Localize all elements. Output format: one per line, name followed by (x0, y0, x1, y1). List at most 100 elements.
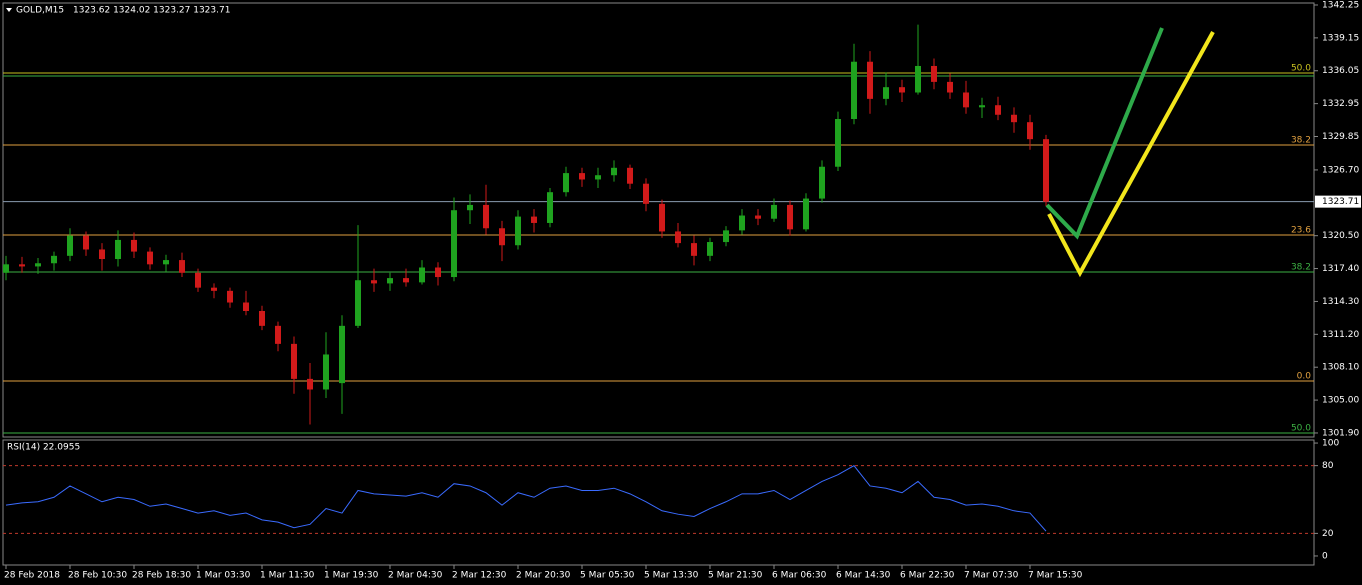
candle-body (323, 354, 329, 390)
candle-body (515, 216, 521, 246)
candle-body (195, 272, 201, 288)
candle-body (19, 264, 25, 267)
candle-body (595, 175, 601, 180)
yellow-arrow (1047, 31, 1215, 278)
candle-body (371, 280, 377, 284)
candle-body (931, 65, 937, 82)
candle-body (1043, 139, 1049, 202)
candle-body (995, 105, 1001, 115)
fib-label: 38.2 (1291, 262, 1311, 272)
x-tick-label: 6 Mar 22:30 (900, 571, 955, 581)
y-tick-label: 1308.10 (1322, 363, 1359, 373)
fib-label: 50.0 (1291, 63, 1311, 73)
y-tick-label: 1329.85 (1322, 132, 1359, 142)
candle-body (803, 198, 809, 230)
y-tick-label: 1305.00 (1322, 396, 1359, 406)
candle-body (307, 378, 313, 390)
candle-body (547, 192, 553, 223)
fib-label: 23.6 (1291, 226, 1311, 236)
x-tick-label: 7 Mar 15:30 (1028, 571, 1083, 581)
candle-body (483, 204, 489, 229)
menu-arrow (6, 8, 12, 12)
candle-body (659, 203, 665, 232)
x-tick-label: 5 Mar 05:30 (580, 571, 635, 581)
y-tick-label: 1326.70 (1322, 165, 1359, 175)
rsi-title: RSI(14) 22.0955 (7, 443, 80, 453)
candle-body (275, 325, 281, 344)
candle-body (723, 230, 729, 243)
candle-body (387, 278, 393, 284)
candle-body (851, 61, 857, 120)
x-tick-label: 2 Mar 20:30 (516, 571, 571, 581)
candle-body (179, 260, 185, 273)
candle-body (819, 166, 825, 199)
candle-body (227, 290, 233, 303)
x-tick-label: 1 Mar 03:30 (196, 571, 251, 581)
candle-body (947, 81, 953, 93)
candle-body (403, 278, 409, 283)
x-tick-label: 28 Feb 18:30 (132, 571, 191, 581)
y-tick-label: 1301.90 (1322, 428, 1359, 438)
candle-body (499, 228, 505, 246)
candle-body (707, 242, 713, 256)
candle-body (563, 173, 569, 193)
y-tick-label: 20 (1322, 529, 1334, 539)
candle-body (83, 235, 89, 250)
candle-body (691, 243, 697, 256)
candle-body (67, 235, 73, 256)
candle-body (915, 65, 921, 93)
x-tick-label: 2 Mar 04:30 (388, 571, 443, 581)
candle-body (3, 264, 9, 273)
x-tick-label: 2 Mar 12:30 (452, 571, 507, 581)
fib-label: 0.0 (1297, 371, 1312, 381)
x-tick-label: 6 Mar 14:30 (836, 571, 891, 581)
candle-body (147, 251, 153, 265)
y-tick-label: 1314.30 (1322, 297, 1359, 307)
candle-body (675, 231, 681, 244)
candle-body (579, 173, 585, 180)
y-tick-label: 1342.25 (1322, 0, 1359, 10)
candle-body (643, 183, 649, 204)
candle-body (355, 280, 361, 326)
candle-body (835, 119, 841, 167)
candle-body (419, 267, 425, 283)
x-tick-label: 28 Feb 10:30 (68, 571, 127, 581)
y-tick-label: 0 (1322, 551, 1328, 561)
current-price-label: 1323.71 (1322, 197, 1359, 207)
candle-body (531, 216, 537, 223)
candle-body (979, 105, 985, 108)
ohlc: 1323.62 1324.02 1323.27 1323.71 (73, 6, 230, 16)
candle-body (163, 260, 169, 265)
candle-body (867, 61, 873, 99)
candle-body (739, 215, 745, 231)
candle-body (899, 87, 905, 93)
y-tick-label: 1339.15 (1322, 33, 1359, 43)
y-tick-label: 1320.50 (1322, 231, 1359, 241)
candle-body (611, 167, 617, 176)
candle-body (787, 204, 793, 230)
candle-body (963, 92, 969, 108)
candle-body (435, 267, 441, 278)
y-tick-label: 100 (1322, 439, 1339, 449)
candle-body (883, 87, 889, 99)
x-tick-label: 5 Mar 13:30 (644, 571, 699, 581)
candle-body (467, 204, 473, 211)
candle-body (99, 249, 105, 260)
candle-body (339, 325, 345, 384)
candle-body (291, 343, 297, 379)
y-tick-label: 1336.05 (1322, 66, 1359, 76)
y-tick-label: 1317.40 (1322, 264, 1359, 274)
x-tick-label: 7 Mar 07:30 (964, 571, 1019, 581)
price-frame (2, 2, 1315, 438)
candle-body (771, 204, 777, 219)
candle-body (627, 167, 633, 184)
rsi-frame (2, 439, 1315, 566)
y-tick-label: 80 (1322, 461, 1334, 471)
current-price-box (1315, 195, 1361, 208)
candle-body (755, 215, 761, 219)
x-tick-label: 6 Mar 06:30 (772, 571, 827, 581)
rsi-line (5, 464, 1047, 532)
candle-body (131, 239, 137, 252)
